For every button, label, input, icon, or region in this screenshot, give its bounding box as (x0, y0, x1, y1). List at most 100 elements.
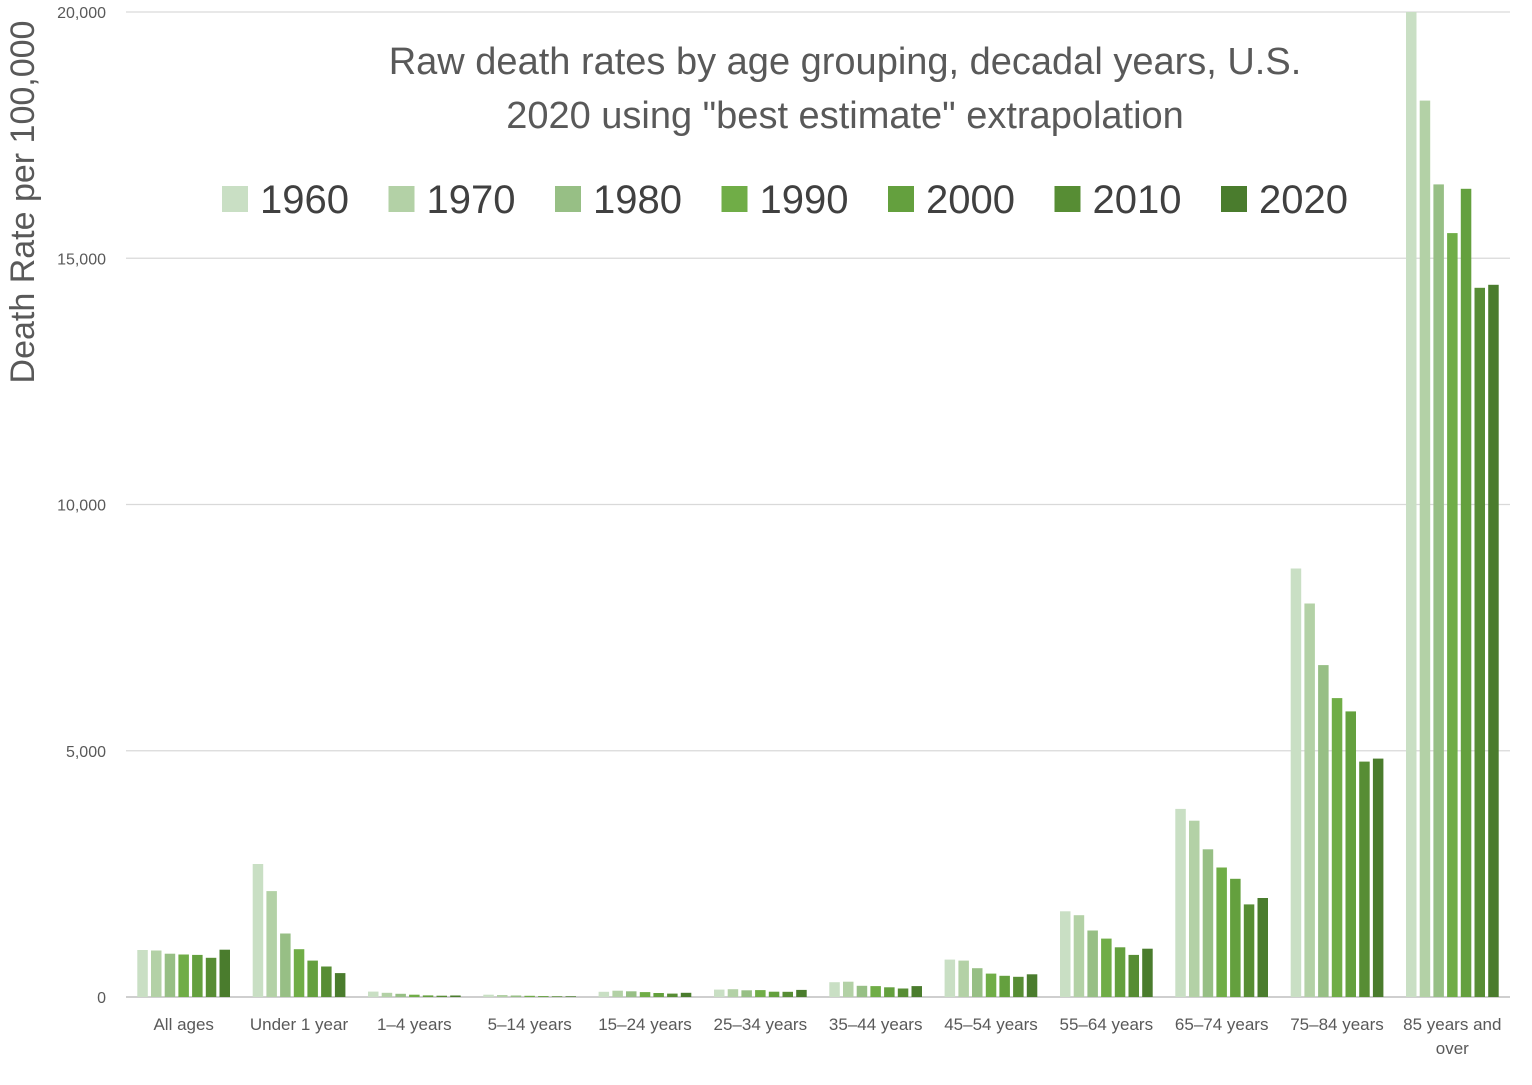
bar-2010-7 (897, 988, 909, 997)
legend-swatch-2020 (1221, 186, 1247, 212)
bar-1980-9 (1087, 930, 1098, 997)
bar-1960-9 (1060, 911, 1071, 997)
legend-label-1960: 1960 (260, 178, 349, 222)
bar-2000-12 (1460, 188, 1472, 998)
legend-swatch-1960 (222, 186, 248, 212)
y-tick-label: 0 (97, 990, 106, 1007)
bar-1990-6 (755, 990, 766, 997)
bar-1980-7 (856, 985, 868, 997)
legend-label-2000: 2000 (926, 178, 1015, 222)
y-tick-label: 20,000 (57, 5, 106, 22)
bar-1980-3 (395, 993, 406, 997)
bar-2010-2 (321, 966, 332, 997)
bar-1970-9 (1073, 915, 1085, 997)
bar-2000-5 (653, 993, 664, 997)
bar-1970-6 (727, 989, 739, 997)
bar-1960-7 (829, 982, 840, 997)
x-category-label: 35–44 years (829, 1015, 923, 1034)
bar-2010-3 (436, 995, 447, 997)
x-category-label: 1–4 years (377, 1015, 452, 1034)
bar-1990-4 (524, 995, 535, 997)
bar-2000-1 (192, 954, 203, 997)
x-category-label: 15–24 years (598, 1015, 692, 1034)
bar-1960-11 (1290, 568, 1302, 997)
bar-1980-5 (626, 991, 637, 997)
bar-1970-12 (1419, 100, 1431, 998)
bar-2020-1 (219, 949, 230, 997)
legend-label-2010: 2010 (1093, 178, 1182, 222)
bar-2020-10 (1257, 898, 1268, 997)
bar-1990-5 (639, 992, 651, 997)
y-axis-title: Death Rate per 100,000 (4, 21, 42, 384)
bar-1960-8 (944, 959, 956, 997)
bar-2000-9 (1114, 947, 1126, 997)
x-category-label: 25–34 years (714, 1015, 808, 1034)
bar-2000-3 (422, 995, 434, 997)
legend-swatch-1980 (555, 186, 581, 212)
bar-2010-4 (551, 996, 563, 997)
bar-1960-10 (1175, 808, 1186, 997)
y-tick-label: 15,000 (57, 251, 106, 268)
chart-title-line-2: 2020 using "best estimate" extrapolation (506, 95, 1184, 137)
legend-swatch-2010 (1054, 186, 1081, 212)
x-category-label: 75–84 years (1290, 1015, 1384, 1034)
bar-2020-3 (450, 995, 461, 997)
bar-1990-7 (870, 986, 881, 997)
bar-1990-10 (1216, 867, 1227, 997)
chart-title-line-1: Raw death rates by age grouping, decadal… (389, 41, 1302, 83)
bar-1980-12 (1433, 184, 1444, 997)
y-tick-label: 5,000 (66, 744, 106, 761)
bar-2010-12 (1474, 287, 1485, 997)
bar-2020-12 (1488, 284, 1499, 997)
bar-2000-10 (1230, 878, 1241, 997)
bar-2010-6 (782, 991, 793, 997)
bar-1970-7 (843, 981, 854, 997)
legend-label-1970: 1970 (427, 178, 516, 222)
legend-label-1990: 1990 (760, 178, 849, 222)
bar-2000-2 (307, 960, 318, 997)
x-category-label: All ages (153, 1015, 213, 1034)
bar-2010-10 (1243, 904, 1255, 997)
bar-1960-12 (1406, 12, 1417, 997)
bar-1980-10 (1202, 849, 1214, 998)
bar-2000-6 (768, 991, 780, 997)
legend-label-1980: 1980 (593, 178, 682, 222)
y-tick-label: 10,000 (57, 498, 106, 515)
x-category-label: 65–74 years (1175, 1015, 1269, 1034)
bar-1970-2 (266, 891, 277, 997)
bar-2000-11 (1345, 711, 1356, 997)
bar-1960-1 (137, 950, 148, 997)
bar-2020-11 (1372, 758, 1384, 997)
x-category-label: 5–14 years (488, 1015, 572, 1034)
bar-1980-8 (972, 968, 983, 997)
bar-1980-6 (741, 990, 752, 997)
bar-1960-6 (714, 989, 725, 997)
bar-2020-9 (1142, 948, 1153, 997)
bar-1970-8 (958, 960, 969, 997)
legend-label-2020: 2020 (1259, 178, 1348, 222)
x-category-label: Under 1 year (250, 1015, 349, 1034)
bar-1970-11 (1304, 603, 1315, 997)
bar-2010-11 (1359, 761, 1370, 997)
bar-1990-9 (1101, 938, 1112, 997)
bar-1960-2 (252, 864, 264, 997)
bar-1990-8 (985, 973, 997, 997)
bar-1980-1 (164, 953, 176, 997)
bar-1960-5 (598, 991, 610, 997)
bar-1990-11 (1331, 698, 1343, 997)
bar-2010-5 (667, 993, 678, 997)
bar-1970-3 (381, 992, 393, 997)
bar-1960-4 (483, 994, 494, 997)
legend-swatch-1990 (721, 186, 748, 212)
bar-1970-1 (151, 950, 162, 997)
x-category-label: 55–64 years (1060, 1015, 1154, 1034)
bar-2020-2 (334, 973, 346, 997)
bar-1980-11 (1318, 665, 1329, 997)
bar-2000-7 (884, 987, 895, 997)
legend-swatch-2000 (888, 186, 914, 212)
bar-1970-4 (497, 995, 508, 997)
bar-2010-1 (205, 957, 217, 997)
bar-2020-6 (796, 989, 807, 997)
